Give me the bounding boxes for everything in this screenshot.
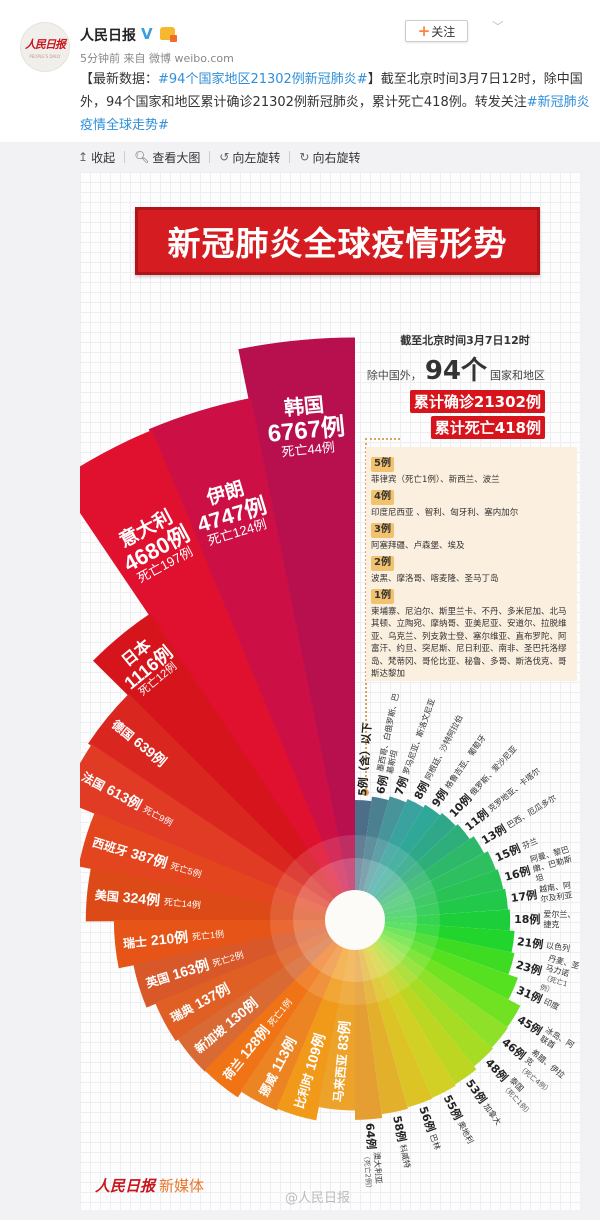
legend-countries: 菲律宾（死亡1例）、新西兰、波兰 (371, 474, 500, 485)
slice-right-19 (355, 920, 456, 1098)
rotate-right-button[interactable]: ↻ 向右旋转 (299, 150, 361, 165)
slice-right-9 (355, 869, 504, 920)
rotate-right-icon: ↻ (299, 150, 310, 164)
collapse-icon: ↥ (78, 150, 89, 164)
center-circle (325, 890, 385, 950)
legend-countries: 阿塞拜疆、卢森堡、埃及 (371, 540, 465, 551)
slice-right-21 (355, 920, 408, 1115)
people-daily-new-media-logo: 人民日报 新媒体 (95, 1177, 205, 1195)
slice-right-10 (355, 888, 508, 920)
country-label: 韩国 6767例 死亡44例 (266, 394, 347, 460)
legend-count-badge: 5例 (371, 457, 394, 472)
hashtag-link[interactable]: #新冠肺炎疫情全球走势# (80, 95, 590, 133)
confirmed-total: 累计确诊21302例 (409, 390, 545, 413)
slice-1 (148, 397, 355, 920)
legend-count-badge: 4例 (371, 490, 394, 505)
legend-count-badge: 2例 (371, 556, 394, 571)
slice-right-3 (355, 799, 424, 920)
username[interactable]: 人民日报 (80, 28, 136, 44)
slice-2 (80, 429, 355, 920)
slice-right-11 (355, 909, 511, 931)
slice-right-17 (355, 920, 493, 1067)
slice-right-7 (355, 836, 485, 920)
rotate-left-button[interactable]: ↺ 向左旋转 (219, 150, 281, 165)
image-toolbar: ↥ 收起 🔍︎ 查看大图 ↺ 向左旋转 ↻ 向右旋转 (0, 142, 600, 172)
follow-button[interactable]: + 关注 (405, 20, 468, 42)
legend-count-badge: 1例 (371, 589, 394, 604)
slice-6 (80, 812, 355, 920)
fan-chart (80, 337, 521, 1121)
slice-12 (204, 920, 355, 1098)
rotate-left-icon: ↺ (219, 150, 230, 164)
slice-right-4 (355, 804, 441, 920)
slice-15 (317, 920, 356, 1111)
slice-right-6 (355, 824, 470, 920)
post-text: 【最新数据：#94个国家地区21302例新冠肺炎#】截至北京时间3月7日12时，… (80, 72, 590, 133)
legend-countries: 印度尼西亚 、智利、匈牙利、塞内加尔 (371, 507, 519, 518)
slice-right-2 (355, 796, 407, 920)
slice-3 (93, 613, 355, 920)
small-count-legend: 5例菲律宾（死亡1例）、新西兰、波兰 4例印度尼西亚 、智利、匈牙利、塞内加尔 3例… (366, 447, 577, 681)
slice-right-15 (355, 920, 521, 1028)
plus-icon: + (417, 22, 431, 40)
summary-stats: 截至北京时间3月7日12时 除中国外， 94个 国家和地区 累计确诊21302例 累… (366, 334, 545, 439)
slice-right-16 (355, 920, 508, 1048)
slice-right-1 (355, 796, 389, 920)
post-meta: 5分钟前 来自 微博 weibo.com (80, 52, 234, 65)
slice-right-20 (355, 920, 433, 1108)
slice-right-18 (355, 920, 477, 1085)
slice-right-14 (355, 920, 518, 1000)
slice-11 (177, 920, 355, 1072)
avatar[interactable]: 人民日报 PEOPLE'S DAILY (20, 22, 70, 72)
deaths-total: 累计死亡418例 (430, 416, 545, 439)
view-large-button[interactable]: 🔍︎ 查看大图 (134, 150, 201, 165)
search-icon: 🔍︎ (134, 150, 150, 164)
slice-13 (240, 920, 355, 1111)
verified-v-icon: V (141, 25, 153, 43)
slice-right-22 (355, 920, 383, 1120)
slice-right-0 (355, 799, 372, 920)
chevron-down-icon[interactable]: ⌵ (492, 17, 504, 28)
slice-10 (155, 920, 355, 1042)
crown-badge-icon (160, 27, 177, 42)
legend-countries: 波黑、摩洛哥、喀麦隆、圣马丁岛 (371, 573, 499, 584)
group-label: 18例 爱尔兰、捷克 (514, 910, 576, 929)
slice-right-12 (355, 920, 515, 953)
infographic-title: 新冠肺炎全球疫情形势 (135, 207, 540, 275)
slice-14 (276, 920, 355, 1121)
collapse-button[interactable]: ↥ 收起 (78, 150, 116, 165)
slice-right-5 (355, 813, 456, 920)
legend-countries: 柬埔寨、尼泊尔、斯里兰卡、不丹、多米尼加、北马其顿、立陶宛、摩纳哥、亚美尼亚、安… (371, 606, 567, 680)
weibo-watermark: @人民日报 (285, 1191, 351, 1206)
slice-right-13 (355, 920, 515, 975)
infographic-image[interactable]: 新冠肺炎全球疫情形势 截至北京时间3月7日12时 除中国外， 94个 国家和地区 累… (80, 172, 580, 1210)
slice-9 (133, 920, 355, 1008)
slice-5 (80, 744, 355, 920)
slice-7 (85, 867, 356, 922)
slice-right-8 (355, 851, 496, 920)
legend-count-badge: 3例 (371, 523, 394, 538)
hashtag-link[interactable]: #94个国家地区21302例新冠肺炎# (158, 72, 368, 87)
slice-4 (88, 693, 356, 920)
